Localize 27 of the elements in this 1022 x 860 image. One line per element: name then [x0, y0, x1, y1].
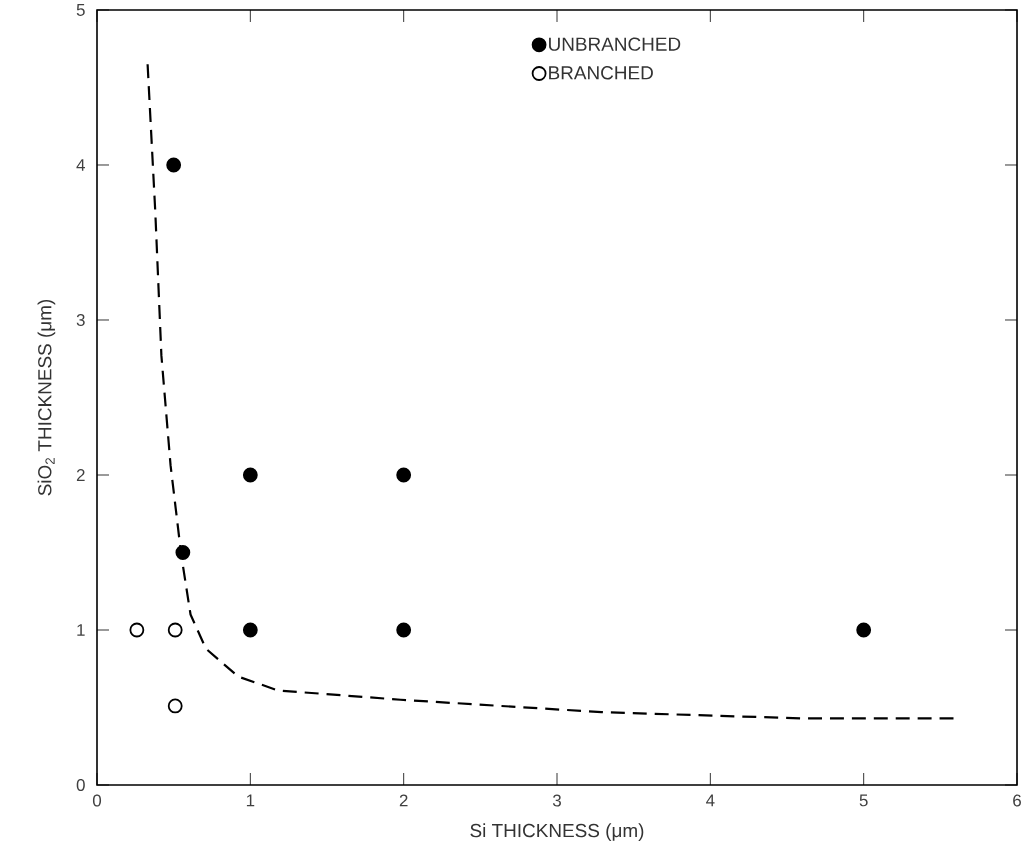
- y-tick-label: 2: [76, 469, 85, 481]
- point: [242, 622, 258, 638]
- point: [166, 157, 182, 173]
- y-tick-label: 5: [76, 4, 85, 16]
- x-tick-label: 6: [1013, 794, 1021, 807]
- point: [167, 698, 183, 714]
- x-tick-label: 5: [859, 794, 868, 807]
- legend-label: UNBRANCHED: [549, 37, 681, 51]
- point: [396, 622, 412, 638]
- legend-label: BRANCHED: [549, 66, 653, 80]
- point: [396, 467, 412, 483]
- point: [242, 467, 258, 483]
- x-axis-title: Si THICKNESS (μm): [470, 823, 644, 841]
- y-tick-label: 1: [77, 624, 85, 636]
- x-tick-label: 0: [92, 794, 102, 807]
- y-tick-label: 4: [76, 159, 85, 171]
- x-tick-label: 2: [399, 794, 408, 807]
- point: [129, 622, 145, 638]
- x-tick-label: 3: [552, 794, 561, 807]
- point: [167, 622, 183, 638]
- point: [175, 545, 191, 560]
- x-tick-label: 4: [706, 794, 715, 807]
- y-axis-title: SiO$_{2}$ THICKNESS (μm): [37, 299, 56, 496]
- x-tick-label: 1: [246, 794, 255, 807]
- point: [856, 622, 872, 638]
- y-tick-label: 3: [76, 314, 85, 326]
- y-tick-label: 0: [76, 779, 85, 791]
